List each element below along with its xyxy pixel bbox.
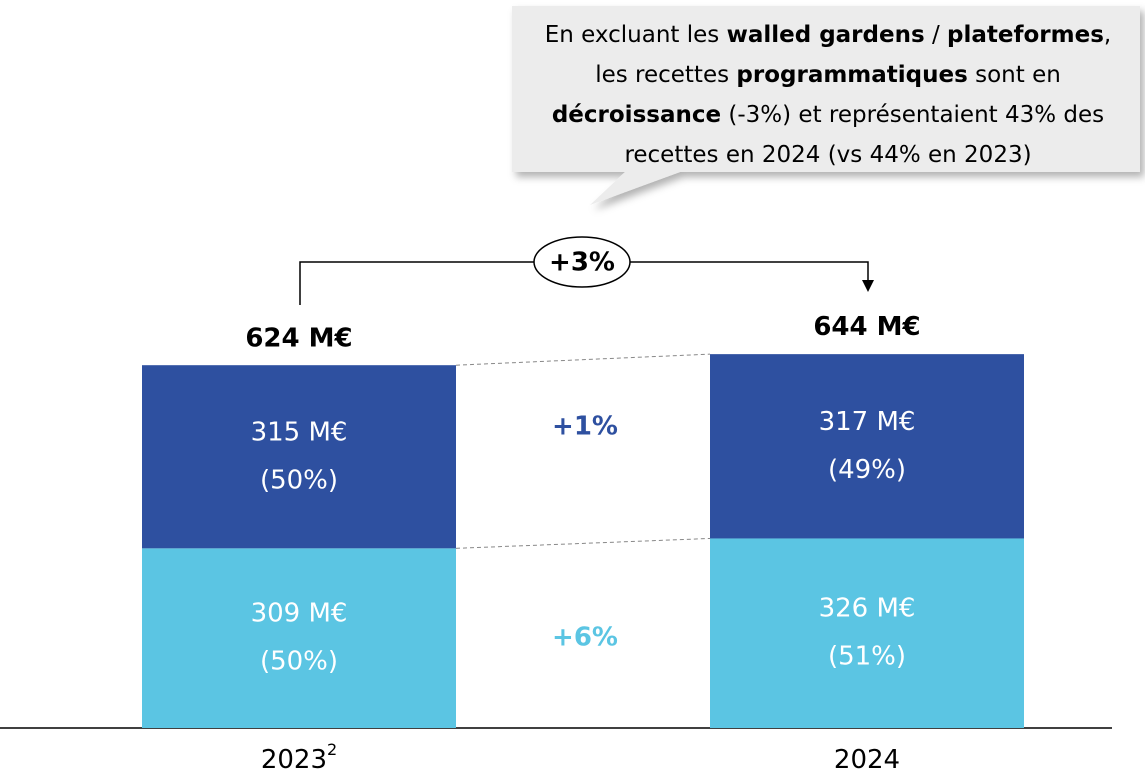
bar-segment [142, 548, 456, 728]
category-name: 2024 [834, 745, 900, 775]
callout-line: recettes en 2024 (vs 44% en 2023) [624, 142, 1031, 168]
value-label: 309 M€ [251, 599, 348, 629]
connector [455, 537, 711, 549]
share-label: (50%) [260, 647, 338, 677]
connector [455, 353, 711, 366]
value-label: 317 M€ [819, 407, 916, 437]
category-label: 20232 [261, 740, 337, 775]
value-label: 326 M€ [819, 594, 916, 624]
callout-run: recettes en 2024 (vs 44% en 2023) [624, 142, 1031, 168]
callout-run: (-3%) et représentaient 43% des [721, 102, 1104, 128]
share-label: (50%) [260, 465, 338, 495]
callout-box [512, 6, 1140, 205]
growth-bubble [533, 236, 631, 288]
category-superscript: 2 [327, 740, 337, 759]
callout-run: programmatiques [736, 62, 967, 88]
category-label: 2024 [834, 745, 900, 775]
callout-run: En excluant les [545, 22, 727, 48]
callout-line: les recettes programmatiques sont en [595, 62, 1061, 88]
total-growth: +3% [549, 248, 615, 278]
callout-line: décroissance (-3%) et représentaient 43%… [552, 102, 1104, 128]
share-label: (49%) [828, 455, 906, 485]
bar-segment [142, 365, 456, 549]
callout-run: walled gardens [727, 22, 925, 48]
bar-segment [710, 538, 1024, 728]
callout-run: / [925, 22, 947, 48]
total-label: 624 M€ [245, 324, 352, 354]
category-name: 2023 [261, 745, 327, 775]
callout-run: les recettes [595, 62, 736, 88]
callout-line: En excluant les walled gardens / platefo… [545, 22, 1111, 48]
growth-label: +1% [552, 411, 618, 441]
share-label: (51%) [828, 642, 906, 672]
callout-run: plateformes [947, 22, 1104, 48]
callout-run: sont en [968, 62, 1061, 88]
arrow-head [862, 280, 874, 292]
callout-run: , [1104, 22, 1111, 48]
value-label: 315 M€ [251, 417, 348, 447]
bar-segment [710, 354, 1024, 539]
growth-label: +6% [552, 623, 618, 653]
total-label: 644 M€ [813, 312, 920, 342]
callout-run: décroissance [552, 102, 721, 128]
